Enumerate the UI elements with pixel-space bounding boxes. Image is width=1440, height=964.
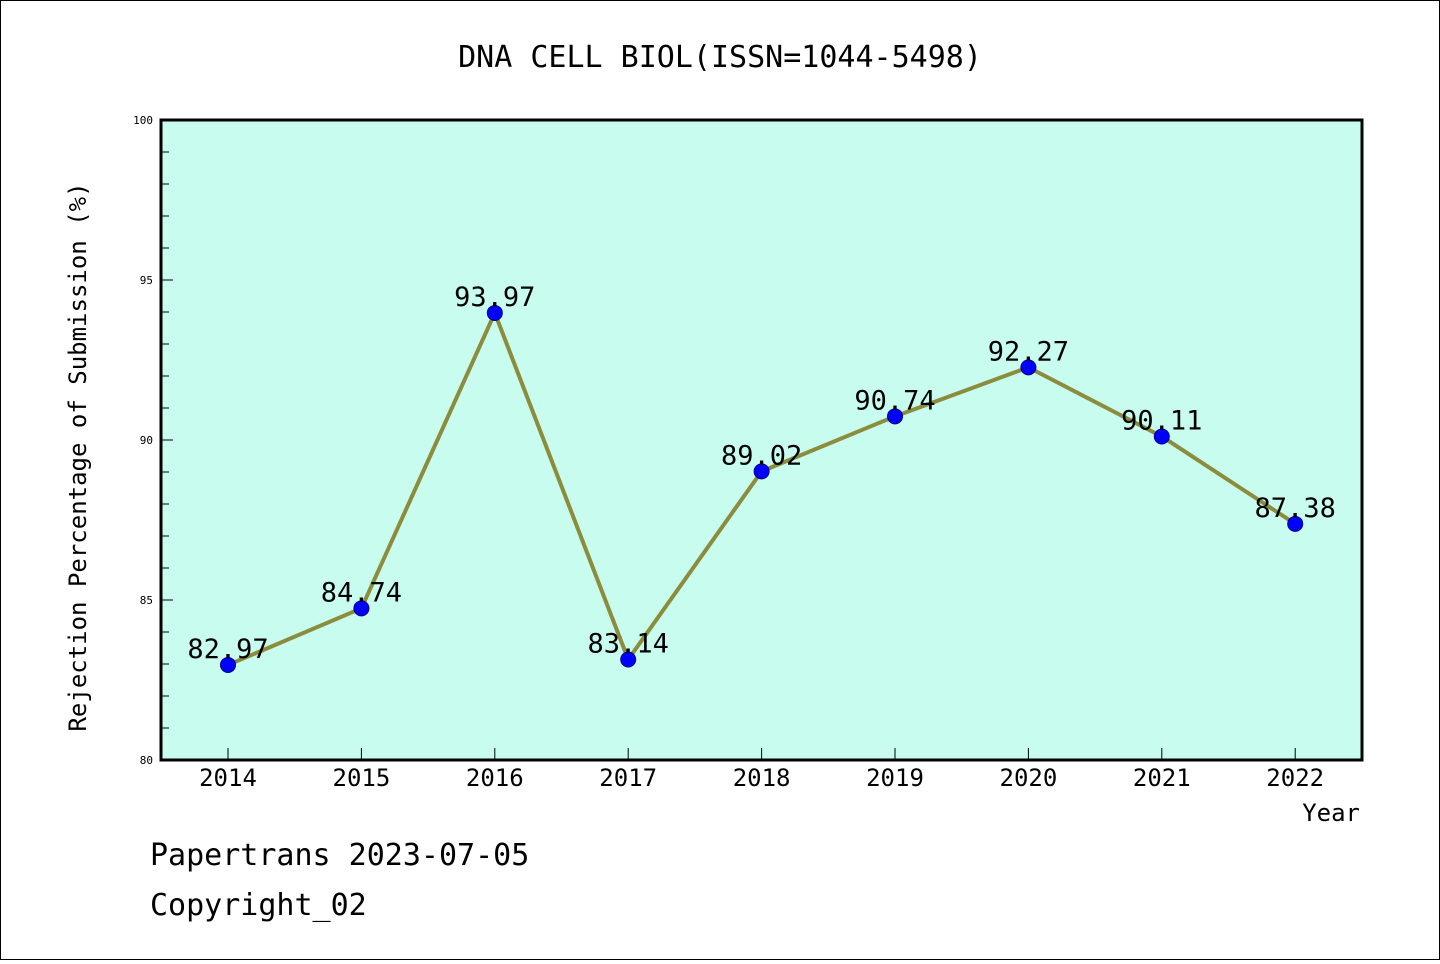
data-markers xyxy=(220,304,1304,673)
footer-copyright: Copyright_02 xyxy=(150,888,367,923)
x-tick-label: 2017 xyxy=(599,764,657,792)
x-tick-label: 2021 xyxy=(1133,764,1191,792)
x-axis-label: Year xyxy=(1302,799,1360,827)
data-point xyxy=(486,304,503,321)
data-label: 84.74 xyxy=(321,577,402,608)
y-tick-label: 95 xyxy=(140,274,153,287)
y-tick-label: 85 xyxy=(140,594,153,607)
data-label: 93.97 xyxy=(454,282,535,313)
data-point xyxy=(1020,359,1037,376)
y-tick-label: 80 xyxy=(140,754,153,767)
data-label: 92.27 xyxy=(988,336,1069,367)
x-tick-label: 2018 xyxy=(733,764,791,792)
data-point xyxy=(1287,515,1304,532)
x-tick-label: 2015 xyxy=(333,764,391,792)
data-label: 89.02 xyxy=(721,440,802,471)
y-tick-label: 90 xyxy=(140,434,153,447)
x-tick-label: 2014 xyxy=(199,764,257,792)
data-label: 82.97 xyxy=(187,634,268,665)
data-label: 90.11 xyxy=(1121,405,1202,436)
data-labels: 82.97 84.74 93.97 83.14 89.02 90.74 92.27 90.11… xyxy=(187,282,1335,665)
x-tick-label: 2022 xyxy=(1266,764,1324,792)
data-label: 90.74 xyxy=(854,385,935,416)
chart-title: DNA CELL BIOL(ISSN=1044-5498) xyxy=(458,40,982,75)
data-point xyxy=(1153,428,1170,445)
x-tick-label: 2020 xyxy=(1000,764,1058,792)
data-point xyxy=(887,408,903,425)
y-axis-ticks: 80 85 90 95 100 xyxy=(133,114,173,767)
footer-date: Papertrans 2023-07-05 xyxy=(150,838,529,873)
x-axis-ticks: 2014 2015 2016 2017 2018 2019 2020 2021 2022 xyxy=(199,748,1324,792)
data-point xyxy=(220,656,236,673)
data-label: 83.14 xyxy=(588,629,669,660)
x-tick-label: 2019 xyxy=(866,764,924,792)
x-tick-label: 2016 xyxy=(466,764,524,792)
data-label: 87.38 xyxy=(1255,493,1336,524)
y-axis-label: Rejection Percentage of Submission (%) xyxy=(64,182,92,731)
data-point xyxy=(353,600,370,617)
data-point xyxy=(753,463,770,480)
y-tick-label: 100 xyxy=(133,114,153,127)
data-point xyxy=(620,651,637,668)
